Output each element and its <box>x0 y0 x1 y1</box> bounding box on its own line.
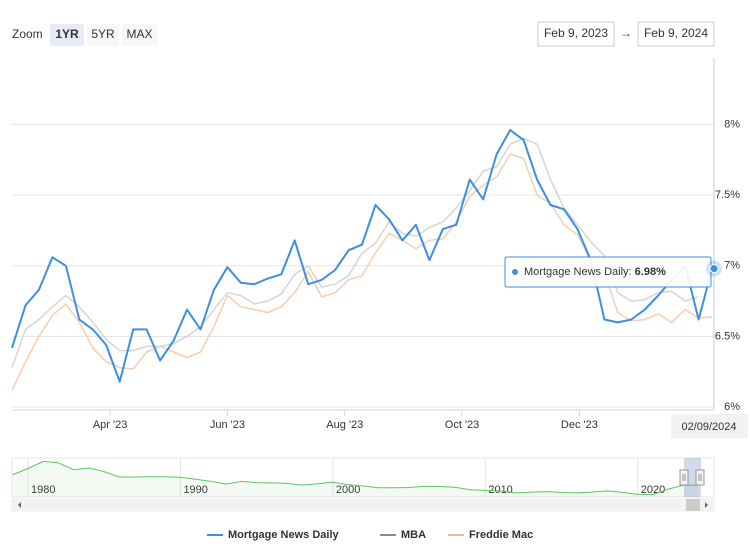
range-to-box[interactable] <box>637 21 715 47</box>
tooltip-dot <box>512 269 518 275</box>
scrollbar-thumb[interactable] <box>686 499 700 511</box>
x-tick-label: Dec '23 <box>561 419 598 431</box>
zoom-button-label[interactable]: MAX <box>126 27 152 41</box>
zoom-button[interactable] <box>122 24 157 46</box>
scrollbar-track[interactable] <box>11 498 715 512</box>
y-tick-label: 7.5% <box>715 189 740 201</box>
navigator-tick-label: 1990 <box>183 484 207 496</box>
y-tick-label: 7% <box>724 260 740 272</box>
y-tick-label: 6.5% <box>715 330 740 342</box>
zoom-button[interactable] <box>87 24 119 46</box>
navigator-selection[interactable] <box>684 458 701 497</box>
navigator-tick-label: 2010 <box>488 484 512 496</box>
tooltip-text: Mortgage News Daily: 6.98% <box>524 266 666 278</box>
navigator-tick-label: 2020 <box>641 484 665 496</box>
range-to[interactable]: Feb 9, 2024 <box>644 26 708 40</box>
legend-label[interactable]: Mortgage News Daily <box>228 529 340 541</box>
crosshair-label: 02/09/2024 <box>681 421 736 433</box>
range-from-box[interactable] <box>537 21 615 47</box>
legend-label[interactable]: MBA <box>401 529 426 541</box>
y-tick-label: 8% <box>724 118 740 130</box>
x-tick-label: Aug '23 <box>326 419 363 431</box>
zoom-button-label[interactable]: 5YR <box>91 27 115 41</box>
navigator-handle[interactable] <box>679 469 689 486</box>
tooltip-value: 6.98% <box>635 266 666 278</box>
x-tick-label: Oct '23 <box>445 419 480 431</box>
navigator-area <box>12 461 699 497</box>
y-tick-label: 6% <box>724 401 740 413</box>
series-line <box>11 137 699 368</box>
tooltip-box <box>504 256 712 288</box>
navigator-tick-label: 2000 <box>336 484 360 496</box>
range-arrow: → <box>620 26 632 40</box>
legend-label[interactable]: Freddie Mac <box>469 529 533 541</box>
scroll-left[interactable] <box>18 502 21 508</box>
zoom-label: Zoom <box>12 27 43 41</box>
range-from[interactable]: Feb 9, 2023 <box>544 26 608 40</box>
scroll-right[interactable] <box>705 502 708 508</box>
navigator-handle[interactable] <box>695 469 705 486</box>
x-tick-label: Jun '23 <box>210 419 245 431</box>
x-tick-label: Apr '23 <box>93 419 128 431</box>
series-line <box>11 129 714 383</box>
navigator-line <box>12 460 699 496</box>
tooltip-label: Mortgage News Daily: <box>524 266 635 278</box>
navigator-bg <box>11 457 715 498</box>
navigator-tick-label: 1980 <box>31 484 55 496</box>
crosshair-label-box <box>671 414 748 438</box>
hover-point <box>709 264 719 274</box>
zoom-button[interactable] <box>50 24 84 46</box>
zoom-button-label[interactable]: 1YR <box>55 27 79 41</box>
